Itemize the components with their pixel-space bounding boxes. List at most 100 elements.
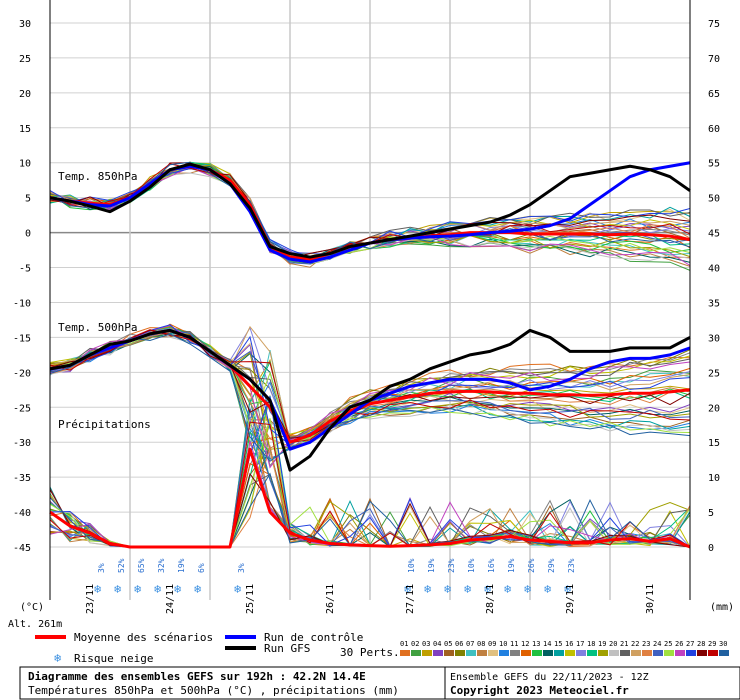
snow-risk-percent: 26% (527, 558, 536, 573)
snowflake-icon: ❄ (54, 651, 61, 665)
snow-risk-percent: 23% (567, 558, 576, 573)
perturbation-number: 29 (708, 640, 716, 648)
perturbation-number: 04 (433, 640, 441, 648)
perturbation-swatch (686, 650, 696, 656)
title-box (19, 666, 446, 700)
perturbation-number: 17 (576, 640, 584, 648)
snowflake-icon: ❄ (94, 582, 101, 596)
left-tick-label: -15 (13, 333, 31, 344)
legend-control-label: Run de contrôle (264, 631, 363, 644)
panel-label-t500: Temp. 500hPa (58, 321, 137, 334)
perturbation-number: 01 (400, 640, 408, 648)
snowflake-icon: ❄ (404, 582, 411, 596)
perturbation-number: 11 (510, 640, 518, 648)
x-tick-label: 25/11 (245, 584, 256, 614)
perturbation-swatch (609, 650, 619, 656)
right-tick-label: 50 (708, 194, 720, 205)
snow-risk-percent: 3% (237, 563, 246, 573)
perturbation-swatch (532, 650, 542, 656)
right-tick-label: 25 (708, 368, 720, 379)
panel-label-precip: Précipitations (58, 418, 151, 431)
left-tick-label: -40 (13, 508, 31, 519)
snowflake-icon: ❄ (544, 582, 551, 596)
perturbation-number: 05 (444, 640, 452, 648)
snowflake-icon: ❄ (234, 582, 241, 596)
perturbation-number: 18 (587, 640, 595, 648)
snow-risk-percent: 19% (427, 558, 436, 573)
snowflake-icon: ❄ (114, 582, 121, 596)
right-tick-label: 70 (708, 54, 720, 65)
perturbation-number: 20 (609, 640, 617, 648)
perturbation-swatch (708, 650, 718, 656)
left-tick-label: -5 (19, 264, 31, 275)
left-tick-label: -25 (13, 403, 31, 414)
perturbation-number: 14 (543, 640, 551, 648)
perturbation-number: 24 (653, 640, 661, 648)
right-tick-label: 5 (708, 508, 714, 519)
perturbation-swatch (444, 650, 454, 656)
gfs-line-t500 (49, 328, 691, 472)
perturbation-number: 10 (499, 640, 507, 648)
snow-risk-percent: 19% (507, 558, 516, 573)
right-tick-label: 45 (708, 229, 720, 240)
right-axis-unit: (mm) (710, 602, 734, 613)
right-tick-label: 10 (708, 473, 720, 484)
left-tick-label: 30 (19, 19, 31, 30)
perturbation-swatch (631, 650, 641, 656)
snow-risk-percent: 3% (97, 563, 106, 573)
perturbation-swatch (675, 650, 685, 656)
panel-label-t850: Temp. 850hPa (58, 170, 137, 183)
perturbation-number: 27 (686, 640, 694, 648)
perturbation-swatch (620, 650, 630, 656)
right-tick-label: 35 (708, 298, 720, 309)
chart-title: Diagramme des ensembles GEFS sur 192h : … (28, 670, 366, 683)
perturbation-swatch (653, 650, 663, 656)
perturbation-swatch (477, 650, 487, 656)
perturbation-number: 26 (675, 640, 683, 648)
member-line-t500 (49, 333, 691, 462)
perturbation-swatch (587, 650, 597, 656)
perturbation-swatch (576, 650, 586, 656)
right-tick-label: 15 (708, 438, 720, 449)
perturbation-swatch (433, 650, 443, 656)
snowflake-icon: ❄ (484, 582, 491, 596)
perturbation-legend: 01 02 03 04 05 06 07 08 09 10 11 12 13 14 15 16 17 18 19 20… (400, 640, 729, 656)
snow-risk-percent: 16% (487, 558, 496, 573)
left-axis-unit: (°C) (20, 602, 44, 613)
perturbation-swatch (510, 650, 520, 656)
snow-risk-percent: 23% (447, 558, 456, 573)
perturbation-number: 28 (697, 640, 705, 648)
snowflake-icon: ❄ (444, 582, 451, 596)
left-tick-label: 15 (19, 124, 31, 135)
perturbation-number: 15 (554, 640, 562, 648)
run-info: Ensemble GEFS du 22/11/2023 - 12Z (450, 672, 649, 683)
right-tick-label: 20 (708, 403, 720, 414)
perturbation-number: 16 (565, 640, 573, 648)
left-tick-label: 20 (19, 89, 31, 100)
x-tick-label: 28/11 (485, 584, 496, 614)
x-tick-label: 27/11 (405, 584, 416, 614)
snowflake-icon: ❄ (154, 582, 161, 596)
right-tick-label: 60 (708, 124, 720, 135)
snowflake-icon: ❄ (564, 582, 571, 596)
perturbation-swatch (488, 650, 498, 656)
perturbation-swatch (422, 650, 432, 656)
perturbation-swatch (697, 650, 707, 656)
x-tick-label: 23/11 (85, 584, 96, 614)
perturbation-number: 25 (664, 640, 672, 648)
perturbation-label: 30 Perts. (340, 646, 400, 659)
left-tick-label: 5 (25, 194, 31, 205)
chart-subtitle: Températures 850hPa et 500hPa (°C) , pré… (28, 684, 399, 697)
member-line-t500 (49, 333, 691, 443)
perturbation-number: 30 (719, 640, 727, 648)
perturbation-swatch (499, 650, 509, 656)
snowflake-icon: ❄ (424, 582, 431, 596)
perturbation-swatch (554, 650, 564, 656)
right-tick-label: 75 (708, 19, 720, 30)
perturbation-swatch (466, 650, 476, 656)
perturbation-number: 21 (620, 640, 628, 648)
perturbation-swatch (664, 650, 674, 656)
left-tick-label: -35 (13, 473, 31, 484)
